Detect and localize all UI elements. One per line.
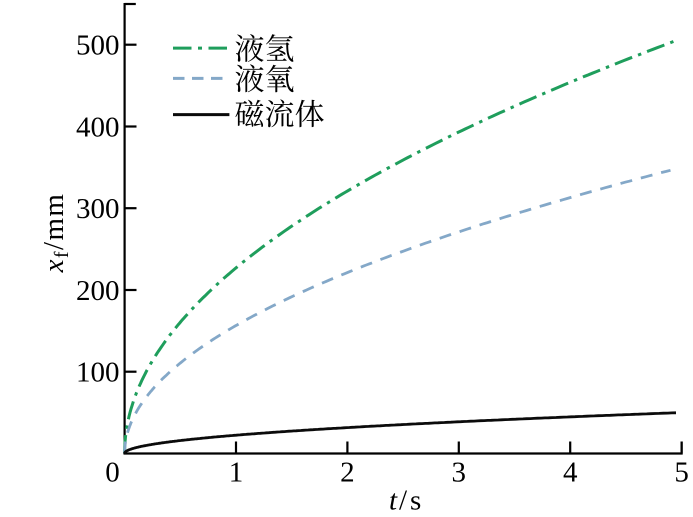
svg-text:0: 0	[105, 457, 120, 489]
svg-text:xf/mm: xf/mm	[38, 193, 73, 274]
svg-text:300: 300	[76, 193, 120, 225]
svg-text:5: 5	[674, 457, 689, 489]
svg-text:4: 4	[563, 457, 578, 489]
svg-text:s: s	[410, 485, 421, 517]
svg-text:100: 100	[76, 357, 120, 389]
svg-text:2: 2	[340, 457, 355, 489]
svg-text:3: 3	[452, 457, 467, 489]
svg-text:400: 400	[76, 111, 120, 143]
svg-text:1: 1	[229, 457, 244, 489]
svg-text:/: /	[399, 485, 408, 517]
svg-text:200: 200	[76, 275, 120, 307]
svg-text:t: t	[389, 485, 398, 517]
svg-text:500: 500	[76, 30, 120, 62]
